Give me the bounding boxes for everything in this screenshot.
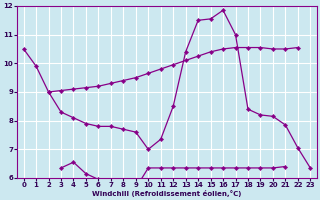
X-axis label: Windchill (Refroidissement éolien,°C): Windchill (Refroidissement éolien,°C) bbox=[92, 190, 242, 197]
